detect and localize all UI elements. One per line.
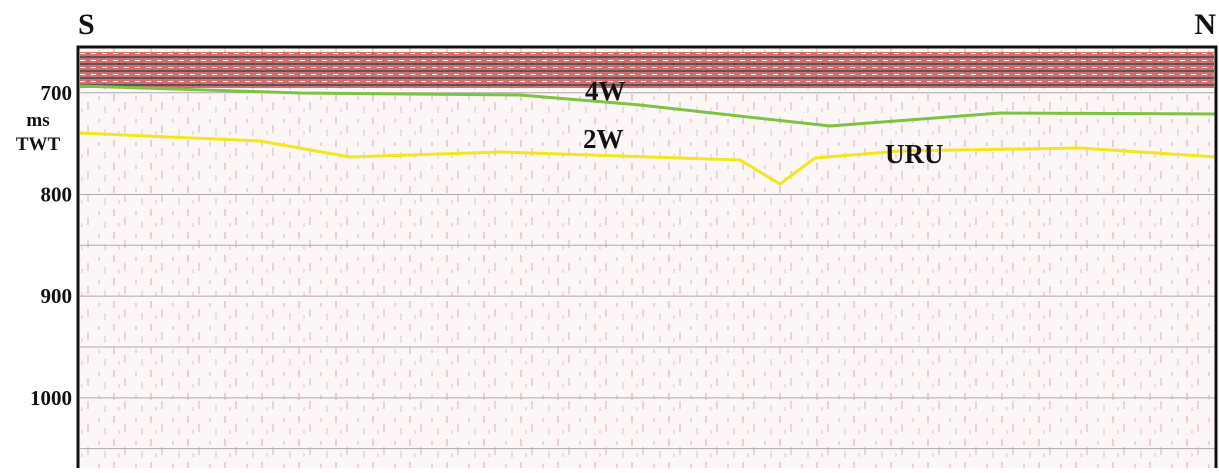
y-tick-label: 1000: [30, 386, 72, 410]
seismic-background: [78, 47, 1216, 468]
horizon-label: 4W: [585, 76, 626, 106]
y-tick-label: 900: [41, 284, 73, 308]
y-tick-label: 700: [41, 81, 73, 105]
annotation: URU: [885, 139, 944, 169]
horizon-label: 2W: [583, 124, 624, 154]
seismic-figure: S N ms TWT 4W 2W URU 700 800 900 1000: [0, 0, 1219, 468]
end-label: S: [78, 8, 95, 41]
axis-unit: ms: [26, 110, 49, 131]
end-label: N: [1194, 8, 1216, 41]
y-tick-label: 800: [41, 182, 73, 206]
axis-unit: TWT: [16, 134, 61, 155]
seafloor-reflections: [80, 52, 1214, 88]
